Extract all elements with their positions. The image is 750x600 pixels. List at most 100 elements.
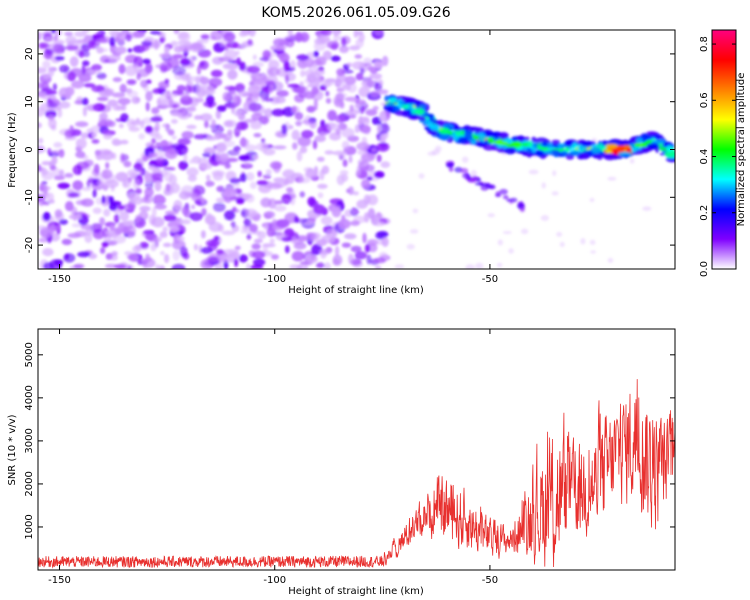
heatmap-cell [99, 217, 105, 226]
heatmap-cell [111, 251, 118, 256]
heatmap-cell [51, 155, 58, 165]
heatmap-cell [312, 139, 318, 150]
heatmap-cell [413, 108, 425, 115]
heatmap-cell [123, 160, 132, 168]
heatmap-cell [181, 205, 190, 216]
heatmap-cell [43, 262, 55, 269]
heatmap-cell [181, 72, 189, 82]
heatmap-cell [519, 206, 526, 213]
heatmap-cell [319, 169, 325, 181]
heatmap-cell [119, 210, 130, 222]
heatmap-cell [112, 77, 122, 83]
heatmap-cell [159, 37, 165, 44]
heatmap-cell [86, 128, 94, 134]
heatmap-cell [245, 194, 255, 203]
heatmap-cell [367, 208, 376, 219]
heatmap-cell [196, 84, 206, 90]
heatmap-cell [58, 149, 65, 158]
heatmap-cell [464, 134, 473, 139]
heatmap-cell [45, 48, 54, 56]
heatmap-cell [250, 121, 262, 130]
heatmap-cell [638, 148, 653, 152]
heatmap-cell [253, 238, 263, 244]
heatmap-cell [306, 254, 318, 264]
heatmap-cell [38, 82, 45, 89]
heatmap-cell [186, 167, 199, 177]
heatmap-cell [40, 167, 48, 176]
heatmap-cell [289, 264, 303, 269]
heatmap-cell [243, 162, 252, 168]
heatmap-cell [84, 233, 93, 243]
heatmap-cell [204, 147, 216, 153]
heatmap-cell [90, 223, 103, 233]
heatmap-cell [366, 176, 373, 181]
heatmap-cell [39, 42, 50, 49]
heatmap-cell [202, 152, 211, 158]
heatmap-cell [67, 192, 80, 198]
heatmap-cell [300, 69, 306, 78]
heatmap-cell [199, 162, 213, 170]
heatmap-cell [632, 151, 644, 155]
heatmap-cell [200, 113, 213, 122]
heatmap-cell [39, 182, 45, 192]
heatmap-cell [336, 174, 345, 186]
heatmap-cell [240, 228, 247, 234]
heatmap-ylabel: Frequency (Hz) [7, 112, 18, 188]
heatmap-ytick-label: -10 [24, 189, 35, 205]
heatmap-cell [54, 55, 65, 61]
heatmap-cell [341, 37, 347, 47]
heatmap-cell [211, 119, 217, 129]
heatmap-cell [371, 147, 377, 153]
heatmap-cell [553, 151, 559, 158]
heatmap-cell [299, 81, 304, 87]
heatmap-cell [181, 131, 194, 139]
line-frame [37, 328, 676, 571]
heatmap-cell [43, 184, 48, 196]
heatmap-cell [164, 210, 179, 215]
heatmap-cell [150, 116, 163, 123]
heatmap-cell [310, 232, 319, 243]
heatmap-cell [364, 62, 372, 67]
heatmap-cell [354, 251, 368, 260]
heatmap-cell [74, 230, 88, 237]
heatmap-cell [110, 185, 115, 192]
heatmap-cell [194, 200, 202, 204]
heatmap-cell [148, 152, 158, 158]
heatmap-cell [498, 132, 509, 140]
heatmap-cell [124, 54, 138, 64]
heatmap-cell [344, 233, 357, 240]
heatmap-cell [82, 106, 87, 117]
heatmap-cell [502, 139, 513, 143]
heatmap-cell [75, 121, 89, 128]
heatmap-cell [262, 243, 269, 254]
heatmap-cell [313, 204, 326, 215]
heatmap-cell [153, 236, 162, 242]
heatmap-cell [49, 232, 60, 242]
heatmap-cell [325, 90, 330, 97]
heatmap-cell [224, 85, 237, 91]
heatmap-cell [307, 196, 316, 207]
heatmap-cell [128, 126, 140, 132]
heatmap-cell [476, 143, 487, 146]
heatmap-cell [291, 129, 300, 141]
heatmap-cell [257, 170, 262, 178]
heatmap-cell [238, 61, 246, 71]
heatmap-cell [82, 50, 90, 58]
heatmap-cell [239, 173, 247, 183]
heatmap-cell [245, 172, 255, 181]
heatmap-cell [322, 50, 332, 61]
heatmap-cell [162, 91, 171, 97]
heatmap-cell [292, 142, 298, 150]
line-xtick-label: -150 [48, 575, 71, 586]
heatmap-cell [200, 230, 206, 239]
heatmap-cell [494, 193, 502, 198]
heatmap-cell [52, 83, 58, 91]
heatmap-cell [294, 112, 304, 121]
heatmap-cell [295, 235, 309, 242]
heatmap-cell [92, 189, 97, 198]
heatmap-cell [153, 38, 160, 50]
heatmap-cell [96, 46, 104, 54]
heatmap-ytick-label: 0 [24, 146, 35, 152]
line-ytick-label: 4000 [24, 385, 35, 410]
heatmap-cell [329, 132, 342, 141]
